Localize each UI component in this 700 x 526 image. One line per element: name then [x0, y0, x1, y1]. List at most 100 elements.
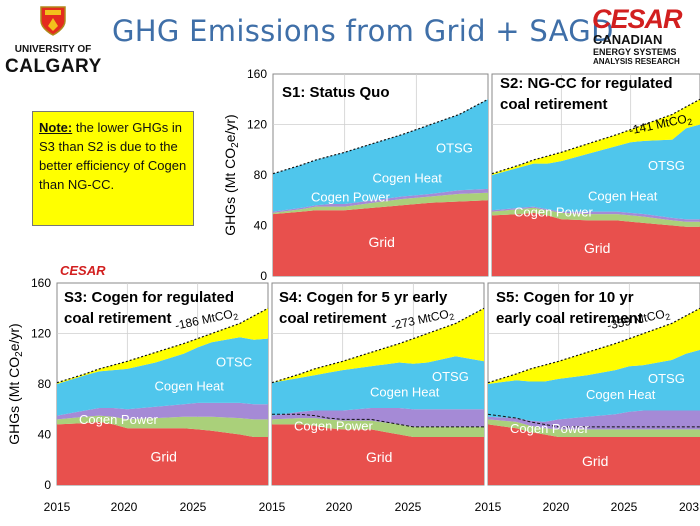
- y-tick-label: 40: [38, 428, 52, 442]
- panel-title: coal retirement: [279, 310, 387, 327]
- label-grid: Grid: [151, 449, 177, 465]
- panel-title: coal retirement: [500, 96, 608, 113]
- x-tick-label: 203: [679, 500, 699, 514]
- area-cogen-heat: [492, 206, 700, 222]
- x-tick-label: 2020: [543, 500, 570, 514]
- cesar-logo: CESAR CANADIAN ENERGY SYSTEMS ANALYSIS R…: [590, 4, 698, 72]
- label-otsg: OTSC: [216, 355, 252, 370]
- label-cogen-power: Cogen Power: [79, 412, 158, 427]
- area-grid: [273, 200, 488, 276]
- chart-panel-5: S5: Cogen for 10 yr early coal retirement…: [487, 282, 700, 486]
- x-tick-label: 2020: [326, 500, 353, 514]
- panel-title: early coal retirement: [496, 310, 643, 327]
- reference-line: [491, 98, 700, 175]
- panel-title: S5: Cogen for 10 yr: [496, 289, 634, 306]
- y-tick-label: 160: [31, 276, 51, 290]
- label-grid: Grid: [366, 449, 392, 465]
- y-axis-label-subscript: 2: [230, 142, 241, 148]
- area-grid: [488, 424, 700, 485]
- gap-label-subscript: 2: [664, 312, 671, 323]
- area-cogen-heat: [272, 408, 484, 427]
- x-tick-label: 2025: [395, 500, 422, 514]
- cesar-wordmark: CESAR: [592, 4, 683, 34]
- area-grid: [272, 424, 484, 485]
- reference-line-lower: [272, 413, 484, 428]
- label-grid: Grid: [584, 240, 610, 256]
- panel-title: coal retirement: [64, 310, 172, 327]
- label-otsg: OTSG: [436, 140, 473, 155]
- area-gap: [272, 308, 484, 383]
- area-cogen-power: [57, 415, 268, 437]
- y-axis-label-subscript: 2: [14, 351, 25, 357]
- label-cogen-power: Cogen Power: [294, 419, 373, 434]
- note-body: the lower GHGs in S3 than S2 is due to t…: [39, 120, 187, 192]
- chart-panel-4: S4: Cogen for 5 yr early coal retirement G…: [271, 282, 485, 486]
- area-cogen-power: [492, 207, 700, 227]
- note-heading: Note:: [39, 120, 73, 135]
- label-cogen-heat: Cogen Heat: [588, 188, 658, 203]
- panel-title: S2: NG-CC for regulated: [500, 75, 673, 92]
- shield-icon: [40, 6, 66, 36]
- reference-line: [272, 98, 489, 175]
- x-tick-label: 2015: [44, 500, 71, 514]
- area-cogen-power: [272, 418, 484, 437]
- cesar-small-wordmark: CESAR: [60, 263, 106, 278]
- cesar-sub-canadian: CANADIAN: [593, 32, 663, 47]
- label-cogen-heat: Cogen Heat: [586, 387, 656, 402]
- y-tick-label: 0: [44, 478, 51, 492]
- area-otsg: [273, 99, 488, 212]
- label-otsg: OTSG: [648, 158, 685, 173]
- area-cogen-heat: [488, 410, 700, 430]
- x-tick-label: 2025: [611, 500, 638, 514]
- area-grid: [57, 421, 268, 485]
- reference-line: [56, 307, 269, 384]
- chart-panel-2: S2: NG-CC for regulated coal retirement Gr…: [491, 73, 700, 277]
- y-axis-label: GHGs (Mt CO2e/yr): [222, 114, 241, 235]
- page-title: GHG Emissions from Grid + SAGD: [112, 14, 614, 48]
- label-cogen-heat: Cogen Heat: [373, 171, 443, 186]
- y-tick-label: 80: [254, 168, 268, 182]
- label-otsg: OTSG: [648, 371, 685, 386]
- y-tick-label: 120: [247, 118, 267, 132]
- chart-panel-1: S1: Status Quo Grid Cogen Power Cogen Heat O…: [222, 67, 489, 283]
- label-cogen-heat: Cogen Heat: [155, 378, 225, 393]
- x-tick-label: 2015: [475, 500, 502, 514]
- area-cogen-heat: [57, 402, 268, 420]
- area-otsg: [272, 356, 484, 416]
- gap-label-subscript: 2: [232, 312, 239, 323]
- y-tick-label: 40: [254, 219, 268, 233]
- panel-title: S3: Cogen for regulated: [64, 289, 234, 306]
- area-gap: [57, 308, 268, 384]
- x-tick-label: 2025: [180, 500, 207, 514]
- note-box: Note: the lower GHGs in S3 than S2 is du…: [32, 111, 194, 226]
- area-cogen-heat: [273, 188, 488, 213]
- gap-label-subscript: 2: [686, 116, 693, 127]
- chart-panel-3: S3: Cogen for regulated coal retirement Gr…: [6, 276, 269, 492]
- area-grid: [492, 212, 700, 276]
- y-tick-label: 120: [31, 327, 51, 341]
- panel-title: S1: Status Quo: [282, 84, 390, 101]
- x-tick-label: 2015: [259, 500, 286, 514]
- area-otsg: [57, 337, 268, 416]
- label-cogen-power: Cogen Power: [311, 189, 390, 204]
- cesar-sub-analysis: ANALYSIS RESEARCH: [593, 57, 680, 66]
- label-cogen-heat: Cogen Heat: [370, 385, 440, 400]
- area-cogen-power: [488, 419, 700, 437]
- university-label: UNIVERSITY OF: [14, 44, 92, 55]
- area-otsg: [488, 349, 700, 422]
- x-tick-label: 2020: [111, 500, 138, 514]
- area-cogen-power: [273, 192, 488, 215]
- panel-title: S4: Cogen for 5 yr early: [279, 289, 448, 306]
- label-otsg: OTSG: [432, 369, 469, 384]
- gap-label-subscript: 2: [448, 312, 455, 323]
- label-cogen-power: Cogen Power: [514, 204, 593, 219]
- y-tick-label: 80: [38, 377, 52, 391]
- y-axis-label: GHGs (Mt CO2e/yr): [6, 323, 25, 444]
- y-axis-label-tail: e/yr): [222, 114, 238, 142]
- label-grid: Grid: [369, 234, 395, 250]
- calgary-label: CALGARY: [5, 56, 102, 77]
- y-tick-label: 160: [247, 67, 267, 81]
- area-gap: [488, 308, 700, 384]
- reference-line-lower: [487, 413, 700, 428]
